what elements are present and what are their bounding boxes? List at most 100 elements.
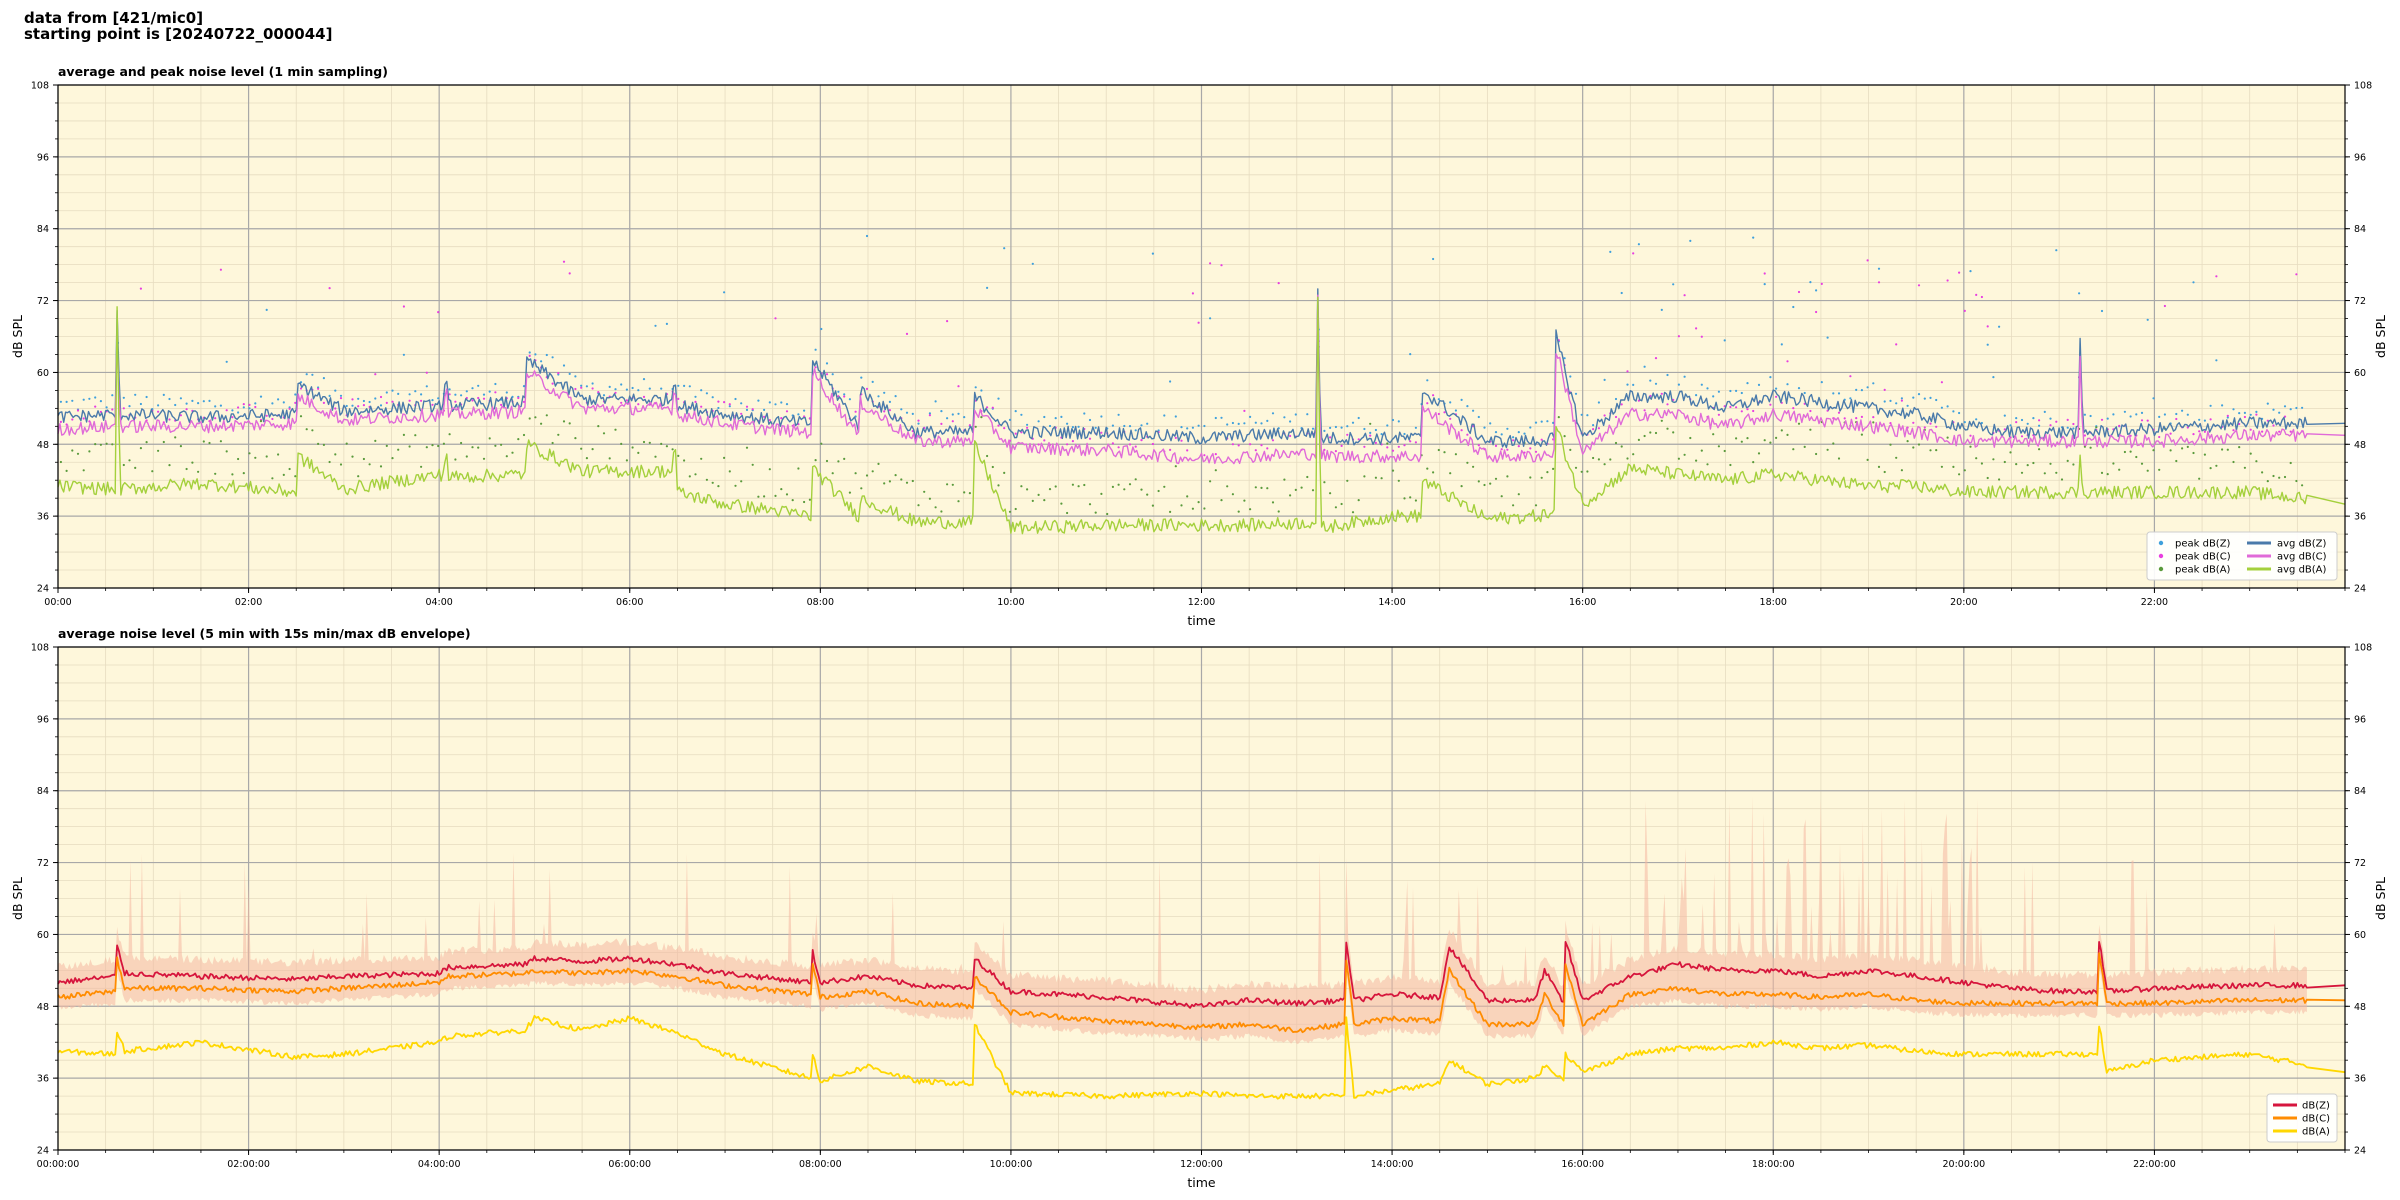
scatter-point	[968, 492, 972, 495]
y-tick-label-right: 60	[2354, 930, 2366, 941]
scatter-point	[551, 356, 554, 359]
scatter-point	[1374, 428, 1377, 432]
scatter-point	[105, 442, 108, 445]
scatter-point	[2078, 292, 2081, 295]
scatter-point	[248, 407, 251, 410]
scatter-point	[1357, 416, 1360, 420]
scatter-point	[1266, 447, 1269, 450]
scatter-point	[1403, 497, 1406, 500]
scatter-point	[1220, 416, 1223, 419]
scatter-point	[1866, 259, 1869, 262]
scatter-point	[883, 391, 886, 394]
scatter-point	[351, 398, 354, 401]
scatter-point	[2026, 422, 2029, 425]
scatter-point	[1900, 397, 1903, 400]
scatter-point	[105, 406, 108, 409]
scatter-point	[2152, 449, 2155, 452]
scatter-point	[2215, 275, 2218, 278]
scatter-point	[1174, 415, 1177, 418]
scatter-point	[2135, 413, 2138, 416]
scatter-point	[1917, 393, 1921, 396]
scatter-point	[1672, 431, 1675, 434]
scatter-point	[1226, 423, 1229, 426]
y-tick-label-left: 60	[37, 368, 49, 379]
scatter-point	[1260, 486, 1263, 489]
scatter-point	[1266, 487, 1269, 490]
scatter-point	[311, 429, 314, 432]
legend-box	[2146, 531, 2338, 581]
scatter-point	[1712, 433, 1715, 436]
scatter-point	[1414, 499, 1417, 502]
scatter-point	[1483, 426, 1486, 429]
scatter-point	[900, 408, 903, 411]
scatter-point	[1249, 415, 1252, 418]
scatter-point	[877, 395, 880, 398]
scatter-point	[1134, 445, 1137, 448]
scatter-point	[585, 385, 589, 388]
scatter-point	[179, 445, 182, 448]
scatter-point	[59, 400, 63, 403]
scatter-point	[1134, 429, 1137, 432]
scatter-point	[111, 394, 114, 397]
scatter-point	[1169, 380, 1172, 383]
scatter-point	[1654, 431, 1658, 435]
x-tick-label: 12:00	[1188, 597, 1215, 608]
scatter-point	[1752, 236, 1755, 239]
scatter-point	[1540, 476, 1543, 479]
scatter-point	[2243, 415, 2246, 419]
scatter-point	[1637, 438, 1640, 441]
scatter-point	[1820, 282, 1823, 285]
scatter-point	[231, 416, 234, 419]
scatter-point	[1935, 449, 1938, 452]
scatter-point	[986, 454, 989, 458]
scatter-point	[1626, 457, 1629, 460]
scatter-point	[642, 395, 646, 398]
scatter-point	[700, 457, 703, 460]
scatter-point	[1243, 409, 1246, 412]
scatter-point	[1723, 339, 1726, 342]
scatter-point	[134, 393, 137, 396]
scatter-point	[2192, 451, 2195, 455]
scatter-point	[1283, 478, 1286, 481]
scatter-point	[2015, 417, 2018, 420]
scatter-point	[1534, 421, 1538, 424]
scatter-point	[1592, 428, 1595, 431]
scatter-point	[1666, 403, 1669, 406]
scatter-point	[1752, 409, 1755, 413]
scatter-point	[1071, 426, 1074, 429]
scatter-point	[1729, 389, 1732, 393]
scatter-point	[517, 438, 520, 441]
scatter-point	[1014, 507, 1017, 511]
scatter-point	[1180, 504, 1183, 507]
scatter-point	[2278, 411, 2281, 414]
y-tick-label-left: 48	[37, 440, 49, 451]
scatter-point	[1717, 445, 1720, 448]
scatter-point	[1357, 438, 1360, 441]
scatter-point	[1060, 502, 1063, 505]
scatter-point	[860, 487, 863, 490]
scatter-point	[1374, 476, 1377, 479]
scatter-point	[202, 400, 205, 403]
x-tick-label: 08:00:00	[799, 1159, 842, 1170]
scatter-point	[1100, 415, 1103, 418]
scatter-point	[614, 428, 617, 431]
series-line-avg-db-a-	[57, 296, 2346, 535]
scatter-point	[1432, 471, 1435, 474]
scatter-point	[1391, 449, 1395, 452]
scatter-point	[2221, 404, 2224, 407]
scatter-point	[2043, 472, 2046, 475]
scatter-point	[894, 395, 897, 398]
scatter-point	[402, 433, 405, 436]
scatter-point	[888, 480, 892, 483]
scatter-point	[2169, 449, 2172, 452]
scatter-point	[820, 327, 823, 331]
scatter-point	[763, 495, 766, 498]
scatter-point	[1026, 488, 1029, 491]
scatter-point	[1563, 435, 1566, 438]
scatter-point	[1855, 388, 1858, 391]
scatter-point	[1306, 413, 1309, 416]
scatter-point	[2169, 432, 2172, 435]
scatter-point	[1380, 433, 1383, 436]
scatter-point	[277, 453, 280, 456]
scatter-point	[219, 404, 222, 407]
